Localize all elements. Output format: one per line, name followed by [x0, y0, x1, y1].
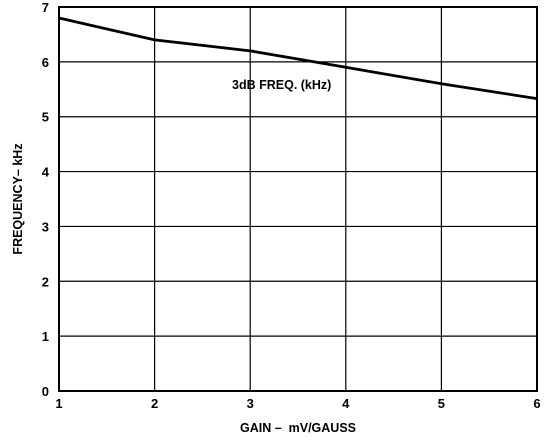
x-tick-label: 3	[247, 396, 254, 411]
y-axis-ticks: 0 1 2 3 4 5 6 7	[42, 0, 50, 399]
x-axis-title: GAIN – mV/GAUSS	[240, 421, 356, 435]
x-tick-label: 6	[533, 396, 540, 411]
series-layer	[58, 16, 538, 100]
y-tick-label: 4	[42, 165, 50, 180]
series-annotation: 3dB FREQ. (kHz)	[232, 78, 331, 92]
x-tick-label: 4	[342, 396, 350, 411]
x-tick-label: 5	[438, 396, 445, 411]
x-axis-ticks: 1 2 3 4 5 6	[55, 396, 540, 411]
y-tick-label: 0	[42, 384, 49, 399]
y-tick-label: 1	[42, 329, 49, 344]
x-tick-label: 1	[55, 396, 62, 411]
y-tick-label: 7	[42, 0, 49, 15]
y-tick-label: 3	[42, 219, 49, 234]
y-tick-label: 2	[42, 274, 49, 289]
y-tick-label: 5	[42, 110, 49, 125]
series-line	[58, 16, 538, 100]
grid	[59, 7, 537, 391]
plot-frame	[58, 6, 538, 392]
y-tick-label: 6	[42, 55, 49, 70]
y-axis-title: FREQUENCY– kHz	[11, 143, 25, 254]
x-tick-label: 2	[151, 396, 158, 411]
